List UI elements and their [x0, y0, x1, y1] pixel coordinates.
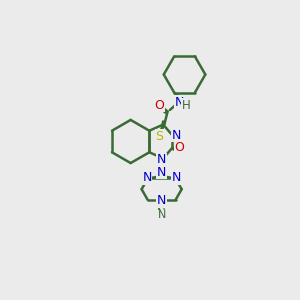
- Text: H: H: [182, 99, 190, 112]
- Text: N: N: [172, 129, 181, 142]
- Text: N: N: [157, 166, 166, 179]
- Text: O: O: [174, 141, 184, 154]
- Text: N: N: [157, 194, 166, 206]
- Text: N: N: [142, 171, 152, 184]
- Text: N: N: [157, 154, 166, 166]
- Text: O: O: [154, 99, 164, 112]
- Text: N: N: [158, 210, 166, 220]
- Text: S: S: [155, 130, 163, 142]
- Text: N: N: [172, 171, 181, 184]
- Text: N: N: [157, 207, 166, 220]
- Text: N: N: [175, 96, 184, 109]
- Text: N: N: [157, 196, 166, 209]
